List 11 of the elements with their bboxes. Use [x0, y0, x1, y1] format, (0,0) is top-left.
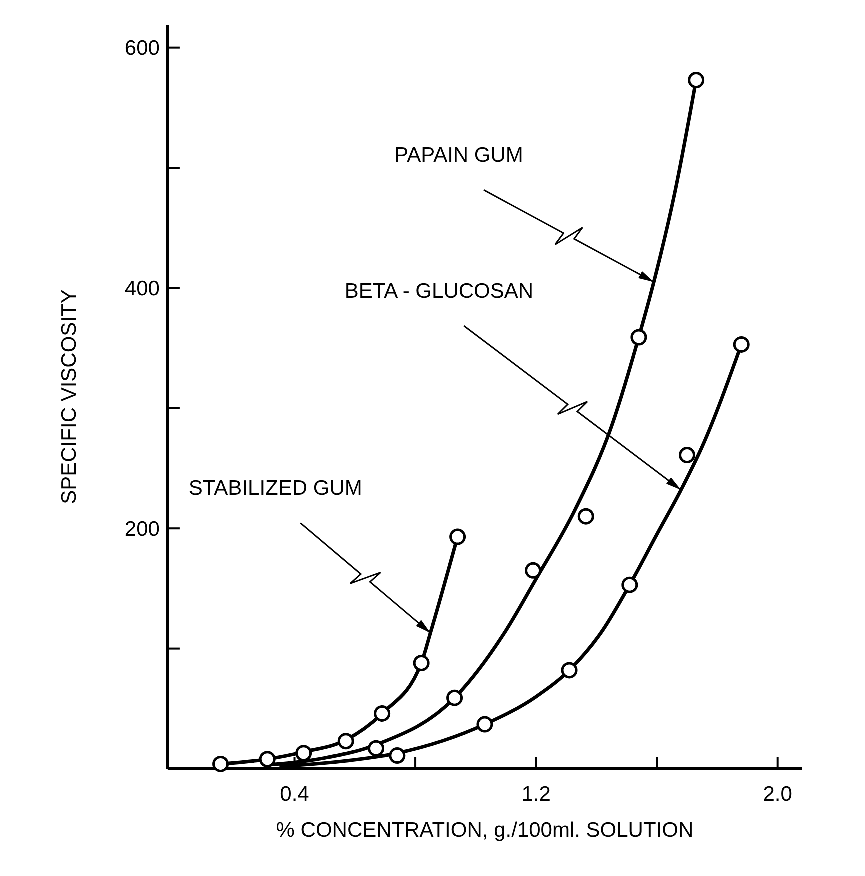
y-tick-label: 200 [124, 518, 160, 541]
y-tick-label: 600 [124, 37, 160, 60]
y-axis-title: SPECIFIC VISCOSITY [58, 290, 81, 504]
annotation: PAPAIN GUM [394, 144, 524, 168]
x-tick-label: 0.4 [280, 783, 310, 806]
x-tick-label: 2.0 [763, 783, 792, 806]
x-tick-label: 1.2 [522, 783, 551, 806]
x-axis-title: % CONCENTRATION, g./100ml. SOLUTION [276, 819, 694, 842]
annotation: STABILIZED GUM [188, 477, 362, 500]
annotation: BETA - GLUCOSAN [344, 280, 534, 304]
y-tick-label: 400 [124, 278, 160, 301]
